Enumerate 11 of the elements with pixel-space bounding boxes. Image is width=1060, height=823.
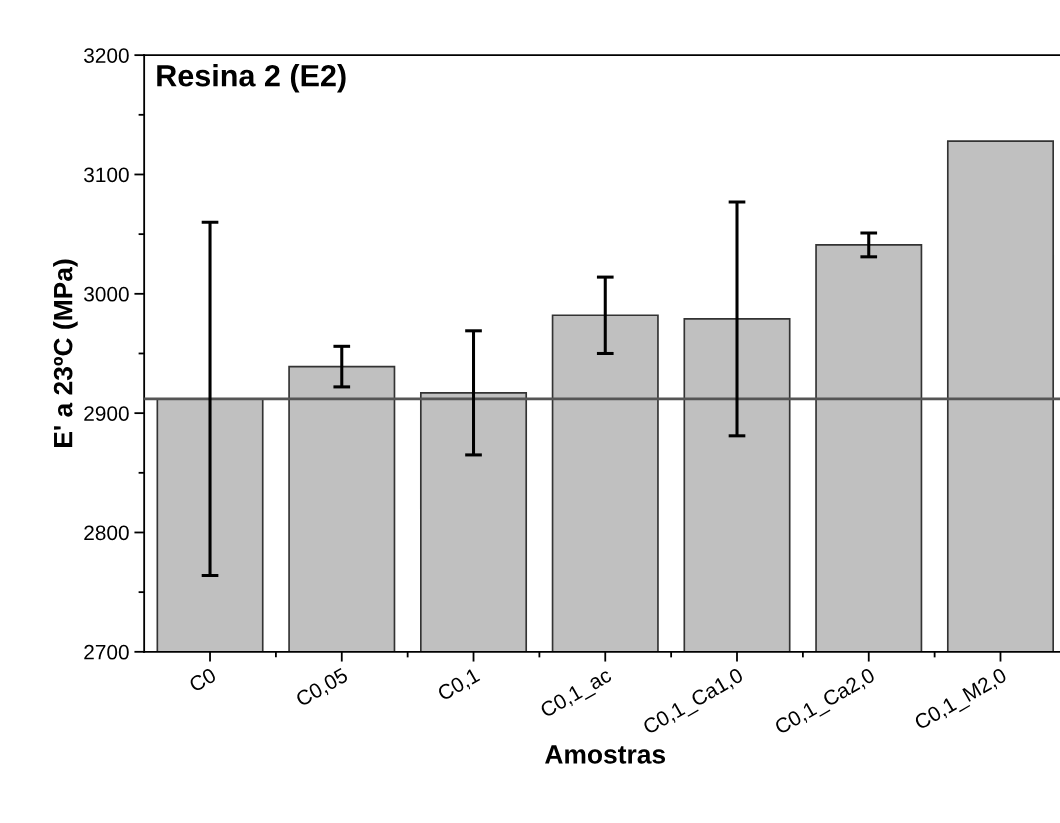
x-axis-title: Amostras <box>545 745 666 764</box>
y-tick-label: 3000 <box>84 286 129 302</box>
y-tick-label: 2900 <box>84 406 129 421</box>
y-axis-title: E' a 23ºC (MPa) <box>53 259 78 447</box>
chart-title: Resina 2 (E2) <box>157 64 346 93</box>
y-tick-label: 2700 <box>84 644 129 660</box>
y-tick-label: 3200 <box>84 48 129 63</box>
x-tick-label: C0,1 <box>436 667 482 704</box>
y-tick-label: 2800 <box>84 525 129 541</box>
y-tick-label: 3100 <box>84 167 129 183</box>
x-tick-label: C0 <box>188 667 217 693</box>
